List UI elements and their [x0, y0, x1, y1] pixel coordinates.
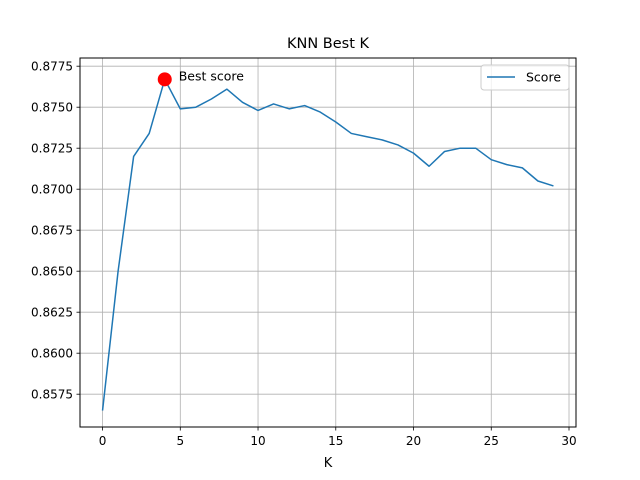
y-axis-ticks: 0.8575 0.8600 0.8625 0.8650 0.8675 0.8700 0.87…: [31, 60, 80, 402]
legend-box: [480, 64, 570, 91]
legend-label: Score: [526, 70, 561, 85]
plot-frame: [79, 57, 577, 428]
x-axis-label: K: [324, 456, 333, 471]
x-tick-label: 0: [99, 434, 107, 448]
grid-lines: [80, 58, 576, 427]
x-tick-label: 20: [406, 434, 421, 448]
legend: Score: [480, 64, 570, 91]
best-score-annotation: Best score: [179, 68, 245, 83]
x-tick-label: 15: [328, 434, 343, 448]
x-tick-label: 10: [250, 434, 265, 448]
x-tick-label: 5: [176, 434, 184, 448]
y-tick-label: 0.8575: [31, 388, 73, 402]
y-tick-label: 0.8675: [31, 224, 73, 238]
best-score-layer: Best score: [157, 68, 245, 87]
x-axis-ticks: 0 5 10 15 20 25 30: [99, 427, 577, 448]
y-tick-label: 0.8700: [31, 183, 73, 197]
y-tick-label: 0.8725: [31, 142, 73, 156]
series-layer: [101, 78, 554, 411]
x-tick-label: 30: [561, 434, 576, 448]
best-score-marker: [157, 72, 172, 87]
series-line-score: [101, 78, 554, 411]
y-tick-label: 0.8750: [31, 101, 73, 115]
y-tick-label: 0.8775: [31, 60, 73, 74]
y-tick-label: 0.8600: [31, 347, 73, 361]
chart-title: KNN Best K: [287, 36, 370, 52]
x-tick-label: 25: [484, 434, 499, 448]
y-tick-label: 0.8650: [31, 265, 73, 279]
y-tick-label: 0.8625: [31, 306, 73, 320]
